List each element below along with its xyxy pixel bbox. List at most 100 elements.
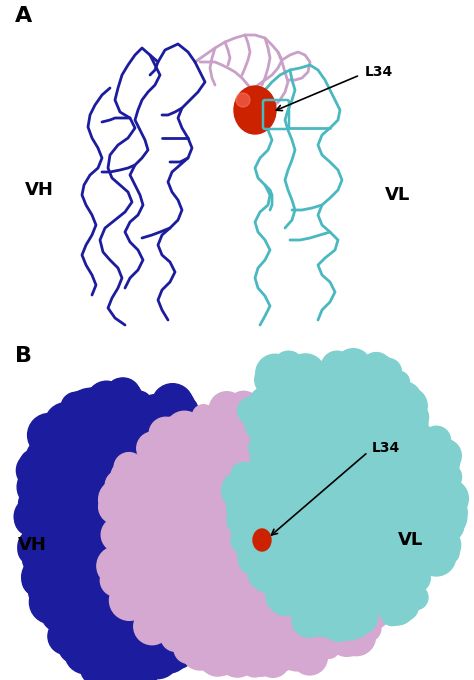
Circle shape: [283, 460, 317, 494]
Circle shape: [263, 459, 287, 483]
Circle shape: [251, 539, 275, 564]
Circle shape: [343, 463, 369, 489]
Circle shape: [100, 622, 132, 654]
Circle shape: [374, 408, 402, 436]
Circle shape: [354, 569, 384, 600]
Circle shape: [160, 537, 194, 571]
Circle shape: [316, 565, 353, 602]
Circle shape: [313, 470, 341, 498]
Circle shape: [203, 462, 231, 490]
Circle shape: [78, 549, 101, 571]
Circle shape: [275, 510, 313, 548]
Circle shape: [127, 391, 152, 416]
Circle shape: [167, 611, 192, 636]
Circle shape: [125, 515, 162, 552]
Circle shape: [210, 496, 246, 532]
Circle shape: [383, 469, 417, 502]
Circle shape: [400, 513, 437, 550]
Circle shape: [219, 412, 244, 437]
Circle shape: [279, 406, 313, 440]
Circle shape: [62, 550, 88, 577]
Circle shape: [139, 603, 175, 639]
Circle shape: [189, 530, 211, 552]
Circle shape: [342, 598, 378, 634]
Circle shape: [107, 452, 146, 491]
Circle shape: [100, 445, 138, 482]
Circle shape: [175, 445, 207, 477]
Circle shape: [188, 551, 217, 579]
Circle shape: [184, 634, 208, 658]
Circle shape: [229, 396, 266, 433]
Circle shape: [66, 632, 100, 666]
Circle shape: [287, 548, 313, 574]
Circle shape: [93, 550, 127, 583]
Circle shape: [184, 466, 215, 497]
Circle shape: [336, 500, 368, 532]
Circle shape: [262, 392, 286, 416]
Circle shape: [257, 615, 296, 653]
Circle shape: [178, 532, 219, 573]
Circle shape: [153, 564, 183, 594]
Circle shape: [108, 476, 138, 507]
Circle shape: [197, 433, 233, 469]
Circle shape: [187, 598, 219, 628]
Circle shape: [37, 432, 77, 472]
Circle shape: [388, 505, 409, 526]
Circle shape: [85, 513, 113, 541]
Circle shape: [79, 632, 107, 661]
Circle shape: [328, 454, 359, 485]
Circle shape: [261, 488, 282, 509]
Circle shape: [423, 442, 444, 463]
Circle shape: [345, 508, 385, 547]
Circle shape: [101, 559, 131, 590]
Circle shape: [100, 562, 127, 589]
Circle shape: [65, 632, 107, 674]
Circle shape: [45, 546, 64, 566]
Circle shape: [300, 490, 326, 515]
Circle shape: [281, 443, 315, 477]
Circle shape: [304, 598, 343, 636]
Circle shape: [141, 505, 170, 534]
Circle shape: [425, 527, 461, 563]
Circle shape: [177, 443, 217, 483]
Circle shape: [393, 386, 413, 406]
Circle shape: [105, 466, 140, 502]
Circle shape: [156, 598, 197, 639]
Circle shape: [276, 431, 309, 464]
Circle shape: [252, 587, 280, 615]
Circle shape: [273, 541, 307, 576]
Circle shape: [80, 547, 104, 571]
Circle shape: [275, 394, 298, 417]
Circle shape: [154, 564, 196, 606]
Circle shape: [407, 558, 428, 578]
Circle shape: [335, 394, 359, 418]
Circle shape: [152, 602, 172, 622]
Circle shape: [407, 491, 434, 519]
Circle shape: [319, 401, 352, 434]
Circle shape: [373, 571, 406, 604]
Text: L34: L34: [365, 65, 393, 79]
Circle shape: [183, 479, 209, 505]
Circle shape: [299, 418, 325, 444]
Circle shape: [379, 580, 400, 600]
Circle shape: [320, 499, 360, 539]
Circle shape: [302, 453, 341, 492]
Circle shape: [64, 440, 104, 481]
Circle shape: [369, 562, 392, 585]
Circle shape: [257, 645, 289, 677]
Circle shape: [399, 536, 426, 562]
Circle shape: [265, 488, 292, 516]
Circle shape: [262, 360, 284, 383]
Circle shape: [192, 405, 215, 427]
Circle shape: [351, 546, 386, 581]
Circle shape: [23, 503, 55, 534]
Circle shape: [246, 507, 277, 538]
Circle shape: [319, 611, 346, 636]
Circle shape: [330, 559, 357, 585]
Circle shape: [41, 534, 72, 565]
Circle shape: [180, 418, 215, 453]
Circle shape: [363, 482, 388, 507]
Circle shape: [140, 463, 176, 500]
Circle shape: [60, 541, 98, 577]
Circle shape: [350, 560, 384, 594]
